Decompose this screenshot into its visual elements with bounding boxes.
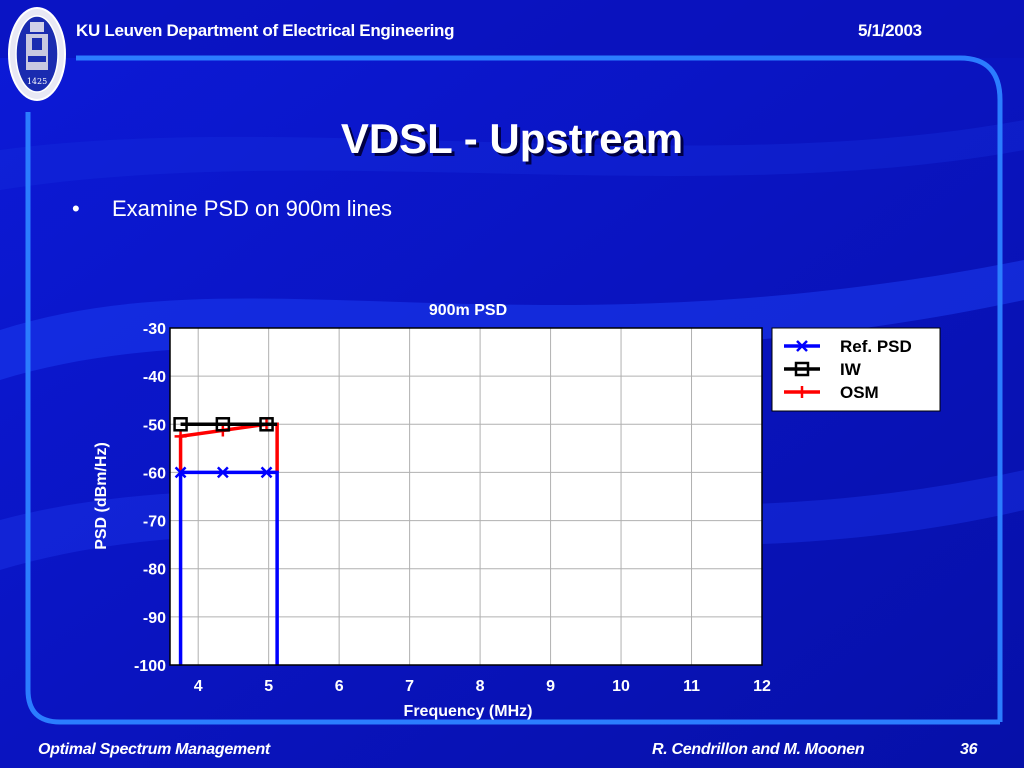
y-tick-label: -60 [143,465,166,482]
y-axis-label: PSD (dBm/Hz) [93,442,110,550]
plot-border [169,327,763,666]
data-point [215,417,231,432]
seal-year: 1425 [27,77,47,86]
series-group [173,417,279,665]
series-line-ref-psd [178,470,279,665]
page-number: 36 [960,741,978,758]
x-tick-label: 11 [683,678,700,695]
legend-entry: Ref. PSD [840,337,912,356]
data-point [173,417,188,432]
footer-course-title: Optimal Spectrum Management [38,741,270,758]
y-tick-label: -30 [143,321,166,338]
y-tick-labels: -30 -40 -50 -60 -70 -80 -90 -100 [134,321,166,675]
data-point [260,466,273,479]
slide-date: 5/1/2003 [858,21,922,40]
y-tick-label: -80 [143,562,166,579]
x-axis-label: Frequency (MHz) [404,703,533,720]
data-point [216,466,229,479]
data-point [174,466,187,479]
chart-legend: Ref. PSD IW OSM [771,327,941,412]
footer-authors: R. Cendrillon and M. Moonen [652,741,865,758]
psd-chart: 900m PSD -30 -40 -50 -60 -70 -80 -90 -100 4 5 6 7 8… [93,302,941,720]
y-tick-label: -70 [143,514,166,531]
x-tick-label: 6 [335,678,344,695]
bullet-text: Examine PSD on 900m lines [112,196,393,221]
plot-area [170,328,762,665]
x-tick-label: 9 [546,678,555,695]
x-tick-label: 10 [612,678,630,695]
y-tick-label: -100 [134,658,166,675]
chart-title: 900m PSD [429,302,507,319]
university-seal-logo: 1425 [8,7,66,101]
y-tick-label: -90 [143,610,166,627]
data-point [794,361,810,377]
legend-entry: IW [840,360,862,379]
department-name: KU Leuven Department of Electrical Engin… [76,21,455,40]
slide-title: VDSL - Upstream [340,115,684,162]
x-tick-label: 7 [405,678,414,695]
data-point [174,430,187,443]
x-tick-labels: 4 5 6 7 8 9 10 11 12 [194,678,771,695]
x-tick-label: 4 [194,678,203,695]
y-tick-label: -50 [143,417,166,434]
y-tick-label: -40 [143,369,166,386]
x-tick-label: 5 [264,678,273,695]
x-tick-label: 8 [476,678,485,695]
x-tick-label: 12 [753,678,771,695]
bullet-dot: • [72,196,80,221]
data-point [259,417,274,432]
legend-entry: OSM [840,383,879,402]
data-point [796,386,808,398]
data-point [796,340,808,352]
